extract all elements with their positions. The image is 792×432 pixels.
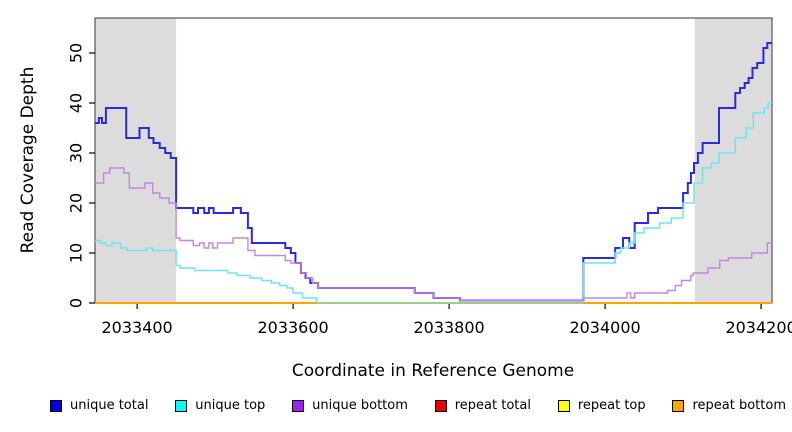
legend-item-unique-bottom: unique bottom: [292, 398, 408, 413]
legend-item-repeat-top: repeat top: [557, 398, 646, 413]
x-axis-tick-label: 2034200: [725, 318, 792, 337]
x-axis-tick-label: 2033600: [257, 318, 329, 337]
legend-swatch-unique-total: [50, 399, 62, 412]
series-unique-bottom-line: [95, 167, 772, 302]
legend-item-unique-top: unique top: [175, 398, 265, 413]
repeat-region-left: [95, 18, 177, 303]
legend-label: repeat top: [577, 398, 646, 413]
y-axis-tick-label: 40: [66, 92, 86, 114]
x-axis-tick-label: 2033800: [413, 318, 485, 337]
repeat-region-right: [694, 18, 772, 303]
y-axis-tick-label: 30: [66, 142, 86, 164]
x-axis-tick-label: 2034000: [569, 318, 641, 337]
legend-label: repeat bottom: [692, 398, 786, 413]
legend-swatch-repeat-top: [557, 399, 570, 412]
y-axis-tick-label: 50: [66, 42, 86, 64]
x-axis-title: Coordinate in Reference Genome: [291, 361, 575, 381]
legend-label: unique top: [195, 398, 266, 413]
x-axis-tick-label: 2033400: [101, 318, 173, 337]
legend-label: unique bottom: [312, 398, 408, 413]
legend-item-unique-total: unique total: [50, 398, 148, 413]
plot-border: [94, 17, 773, 304]
legend-label: unique total: [70, 398, 149, 413]
y-axis-tick-label: 20: [66, 192, 86, 214]
legend-swatch-unique-top: [175, 399, 188, 412]
legend-item-repeat-bottom: repeat bottom: [672, 398, 786, 413]
legend: unique total unique top unique bottom repea…: [50, 398, 786, 413]
legend-swatch-unique-bottom: [292, 399, 305, 412]
series-unique-total-line: [95, 42, 772, 302]
y-axis-title: Read Coverage Depth: [18, 66, 38, 254]
legend-swatch-repeat-total: [434, 399, 447, 412]
legend-item-repeat-total: repeat total: [434, 398, 531, 413]
series-unique-top-line: [95, 102, 772, 304]
y-axis-tick-label: 10: [66, 242, 86, 264]
legend-label: repeat total: [454, 398, 531, 413]
y-axis-tick-label: 0: [66, 297, 86, 309]
legend-swatch-repeat-bottom: [672, 399, 685, 412]
